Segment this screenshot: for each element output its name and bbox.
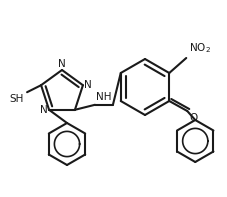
Text: O: O <box>188 113 197 123</box>
Text: NO$_2$: NO$_2$ <box>188 41 210 55</box>
Text: N: N <box>58 59 66 69</box>
Text: SH: SH <box>10 94 24 104</box>
Text: NH: NH <box>96 92 111 102</box>
Text: N: N <box>84 80 91 90</box>
Text: N: N <box>40 105 48 115</box>
